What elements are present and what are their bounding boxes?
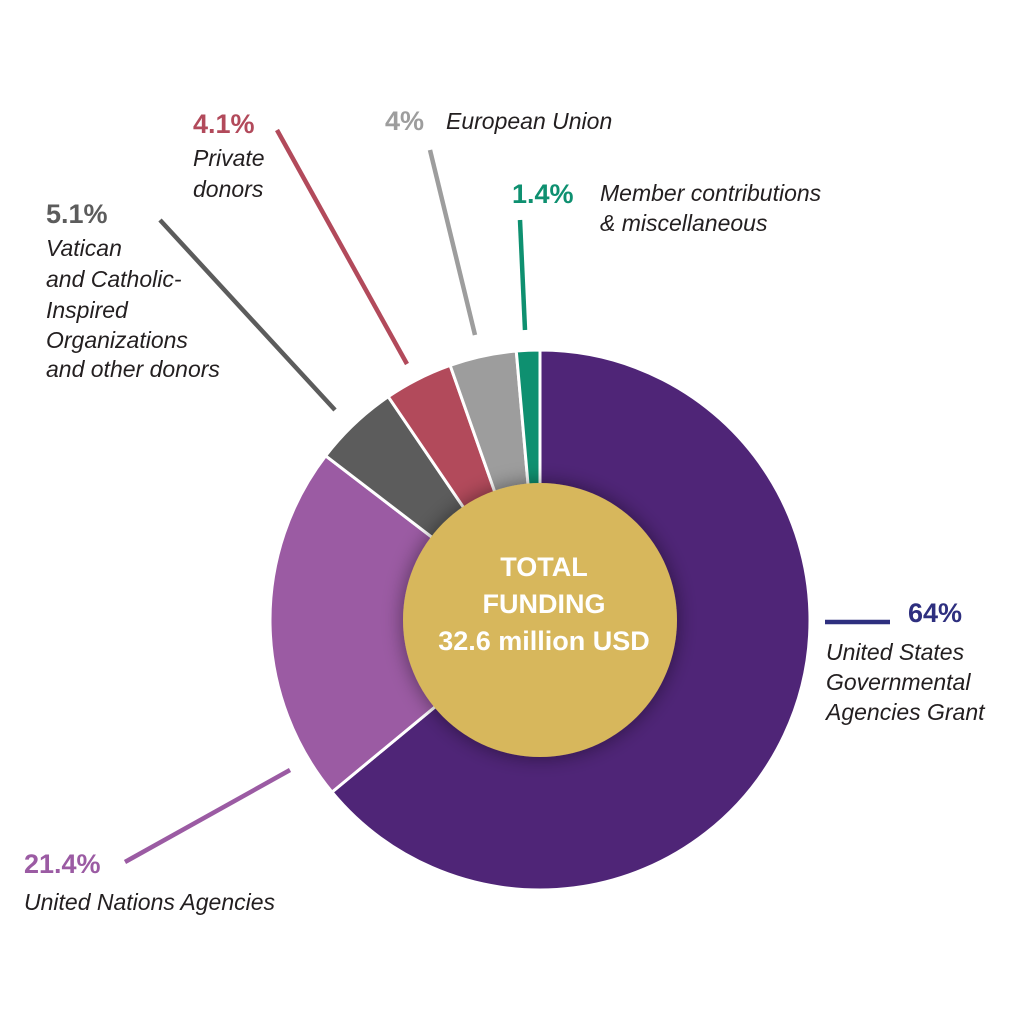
slice-label-2-line-4: and other donors — [46, 356, 220, 382]
slice-label-0-line-0: United States — [826, 639, 965, 665]
slice-label-2-line-0: Vatican — [46, 235, 122, 261]
slice-label-0-line-1: Governmental — [826, 669, 971, 695]
slice-percent-3: 4.1% — [193, 109, 255, 139]
leader-line-5 — [517, 219, 528, 331]
center-title-line1: TOTAL — [500, 552, 588, 582]
slice-label-1-line-0: United Nations Agencies — [24, 889, 276, 915]
slice-percent-2: 5.1% — [46, 199, 108, 229]
center-circle — [403, 483, 677, 757]
center-title-line2: FUNDING — [483, 589, 606, 619]
leader-lines — [123, 128, 890, 864]
center-total-value: 32.6 million USD — [438, 626, 650, 656]
slice-label-2-line-3: Organizations — [46, 327, 188, 353]
slice-percent-0: 64% — [908, 598, 962, 628]
leader-line-4 — [427, 149, 478, 336]
slice-percent-4: 4% — [385, 106, 424, 136]
slice-label-3-line-0: Private — [193, 145, 265, 171]
slice-percent-1: 21.4% — [24, 849, 101, 879]
center-circle-group: TOTAL FUNDING 32.6 million USD — [403, 483, 677, 757]
slice-labels: 64% United States Governmental Agencies Gra… — [24, 106, 986, 915]
slice-percent-5: 1.4% — [512, 179, 574, 209]
leader-line-1 — [123, 768, 292, 864]
leader-line-3 — [275, 128, 409, 366]
slice-label-5-line-0: Member contributions — [600, 180, 822, 206]
slice-label-2-line-1: and Catholic- — [46, 266, 182, 292]
slice-label-2-line-2: Inspired — [46, 297, 129, 323]
slice-label-4-line-0: European Union — [446, 108, 612, 134]
leader-line-2 — [158, 218, 337, 412]
slice-label-5-line-1: & miscellaneous — [600, 210, 768, 236]
slice-label-0-line-2: Agencies Grant — [824, 699, 986, 725]
slice-label-3-line-1: donors — [193, 176, 264, 202]
